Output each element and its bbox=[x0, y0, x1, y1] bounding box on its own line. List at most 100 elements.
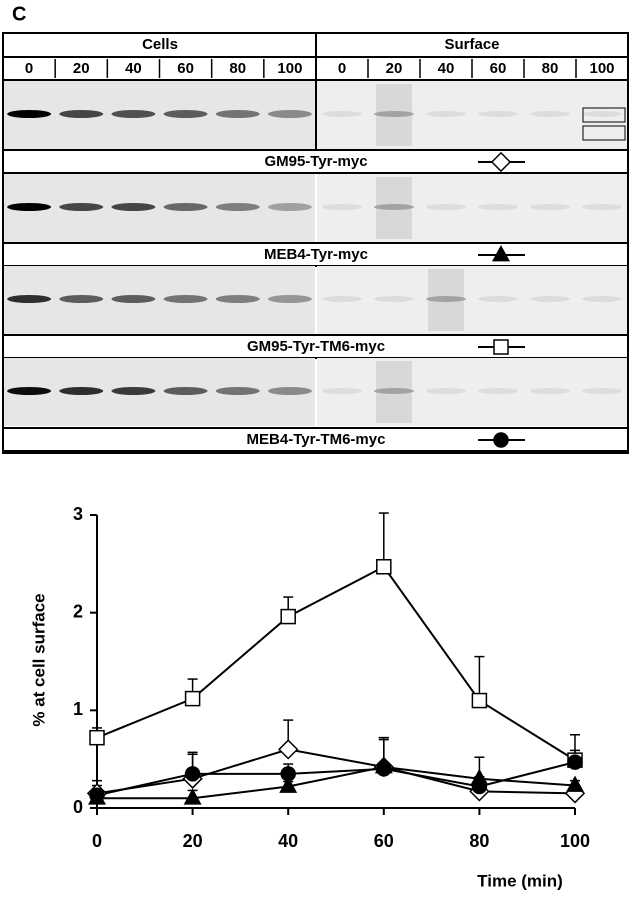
legend-marker bbox=[492, 245, 510, 262]
band bbox=[111, 203, 156, 211]
band bbox=[267, 295, 312, 303]
band bbox=[267, 387, 312, 395]
panel-label: C bbox=[12, 3, 26, 25]
blot bbox=[317, 266, 627, 334]
band bbox=[59, 387, 104, 395]
blot bbox=[4, 266, 315, 334]
blot bbox=[4, 81, 315, 149]
band bbox=[478, 204, 518, 210]
gel-header: Surface bbox=[444, 36, 499, 53]
data-point bbox=[280, 766, 296, 782]
y-axis-label: % at cell surface bbox=[29, 593, 48, 726]
band bbox=[163, 387, 208, 395]
band bbox=[322, 111, 362, 117]
band bbox=[374, 388, 414, 394]
series-line bbox=[96, 761, 576, 797]
band bbox=[478, 296, 518, 302]
band bbox=[582, 388, 622, 394]
band bbox=[530, 204, 570, 210]
band bbox=[374, 296, 414, 302]
y-tick-label: 3 bbox=[73, 504, 83, 524]
band bbox=[426, 204, 466, 210]
legend-marker bbox=[493, 432, 509, 448]
box bbox=[582, 125, 626, 141]
lane-label: 60 bbox=[490, 60, 507, 77]
smear bbox=[376, 177, 412, 239]
band bbox=[322, 296, 362, 302]
legend-label: MEB4-Tyr-TM6-myc bbox=[247, 431, 386, 448]
band bbox=[478, 111, 518, 117]
x-tick-label: 0 bbox=[92, 831, 102, 851]
legend-label: GM95-Tyr-myc bbox=[264, 153, 367, 170]
x-tick-label: 60 bbox=[374, 831, 394, 851]
band bbox=[163, 203, 208, 211]
band bbox=[267, 110, 312, 118]
band bbox=[59, 110, 104, 118]
series-line bbox=[96, 565, 576, 761]
data-point bbox=[376, 559, 392, 575]
lane-label: 100 bbox=[277, 60, 302, 77]
band bbox=[582, 111, 622, 117]
lane-label: 0 bbox=[338, 60, 346, 77]
band bbox=[111, 387, 156, 395]
lane-label: 40 bbox=[125, 60, 142, 77]
band bbox=[530, 296, 570, 302]
data-point bbox=[279, 776, 298, 793]
data-point bbox=[567, 754, 583, 770]
x-tick-label: 40 bbox=[278, 831, 298, 851]
blot bbox=[4, 174, 315, 242]
band bbox=[215, 295, 260, 303]
band bbox=[59, 295, 104, 303]
band bbox=[426, 388, 466, 394]
band bbox=[215, 203, 260, 211]
x-tick-label: 20 bbox=[183, 831, 203, 851]
smear bbox=[376, 361, 412, 423]
blot bbox=[4, 358, 315, 426]
band bbox=[7, 295, 52, 303]
y-tick-label: 0 bbox=[73, 797, 83, 817]
band bbox=[163, 295, 208, 303]
legend-label: MEB4-Tyr-myc bbox=[264, 246, 368, 263]
band bbox=[530, 388, 570, 394]
x-tick-label: 80 bbox=[469, 831, 489, 851]
band bbox=[530, 111, 570, 117]
lane-label: 60 bbox=[177, 60, 194, 77]
data-point bbox=[184, 766, 201, 782]
x-tick-label: 100 bbox=[560, 831, 590, 851]
lane-label: 80 bbox=[542, 60, 559, 77]
blot bbox=[317, 174, 627, 242]
band bbox=[163, 110, 208, 118]
band bbox=[267, 203, 312, 211]
box bbox=[582, 107, 626, 123]
y-tick-label: 1 bbox=[73, 699, 83, 719]
band bbox=[426, 296, 466, 302]
lane-label: 100 bbox=[589, 60, 614, 77]
band bbox=[374, 111, 414, 117]
band bbox=[374, 204, 414, 210]
band bbox=[322, 204, 362, 210]
lane-label: 80 bbox=[229, 60, 246, 77]
data-point bbox=[280, 608, 296, 625]
band bbox=[582, 204, 622, 210]
smear bbox=[376, 84, 412, 146]
band bbox=[215, 110, 260, 118]
band bbox=[111, 110, 156, 118]
lane-label: 0 bbox=[25, 60, 33, 77]
data-point bbox=[376, 761, 392, 777]
x-axis-label: Time (min) bbox=[477, 871, 563, 890]
data-point bbox=[89, 787, 105, 804]
lane-label: 20 bbox=[386, 60, 403, 77]
band bbox=[582, 296, 622, 302]
blot bbox=[317, 358, 627, 426]
legend-marker bbox=[493, 339, 509, 355]
band bbox=[7, 203, 52, 211]
band bbox=[478, 388, 518, 394]
lane-label: 20 bbox=[73, 60, 90, 77]
lane-label: 40 bbox=[438, 60, 455, 77]
band bbox=[59, 203, 104, 211]
y-tick-label: 2 bbox=[73, 601, 83, 621]
band bbox=[7, 387, 52, 395]
legend-marker bbox=[490, 151, 512, 173]
data-point bbox=[471, 692, 488, 709]
